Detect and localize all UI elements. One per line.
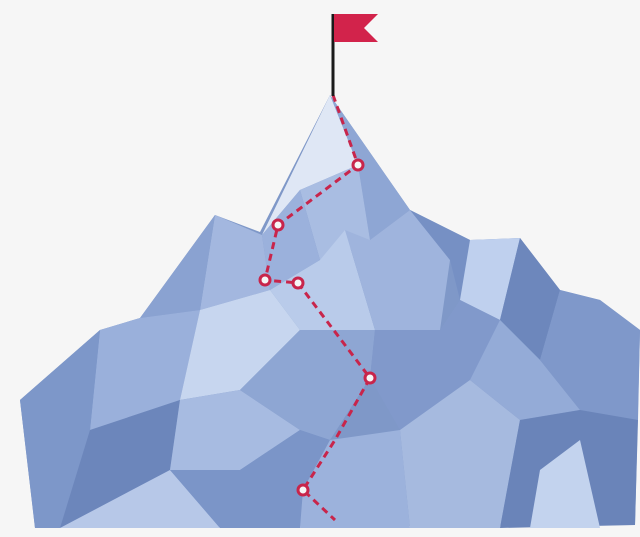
path-stop — [293, 278, 303, 288]
page: (() => { const data = JSON.parse(documen… — [0, 0, 640, 537]
path-stop — [298, 485, 308, 495]
path-stop — [365, 373, 375, 383]
mountain-illustration — [0, 0, 640, 537]
path-stop — [273, 220, 283, 230]
path-stop — [353, 160, 363, 170]
path-stop — [260, 275, 270, 285]
